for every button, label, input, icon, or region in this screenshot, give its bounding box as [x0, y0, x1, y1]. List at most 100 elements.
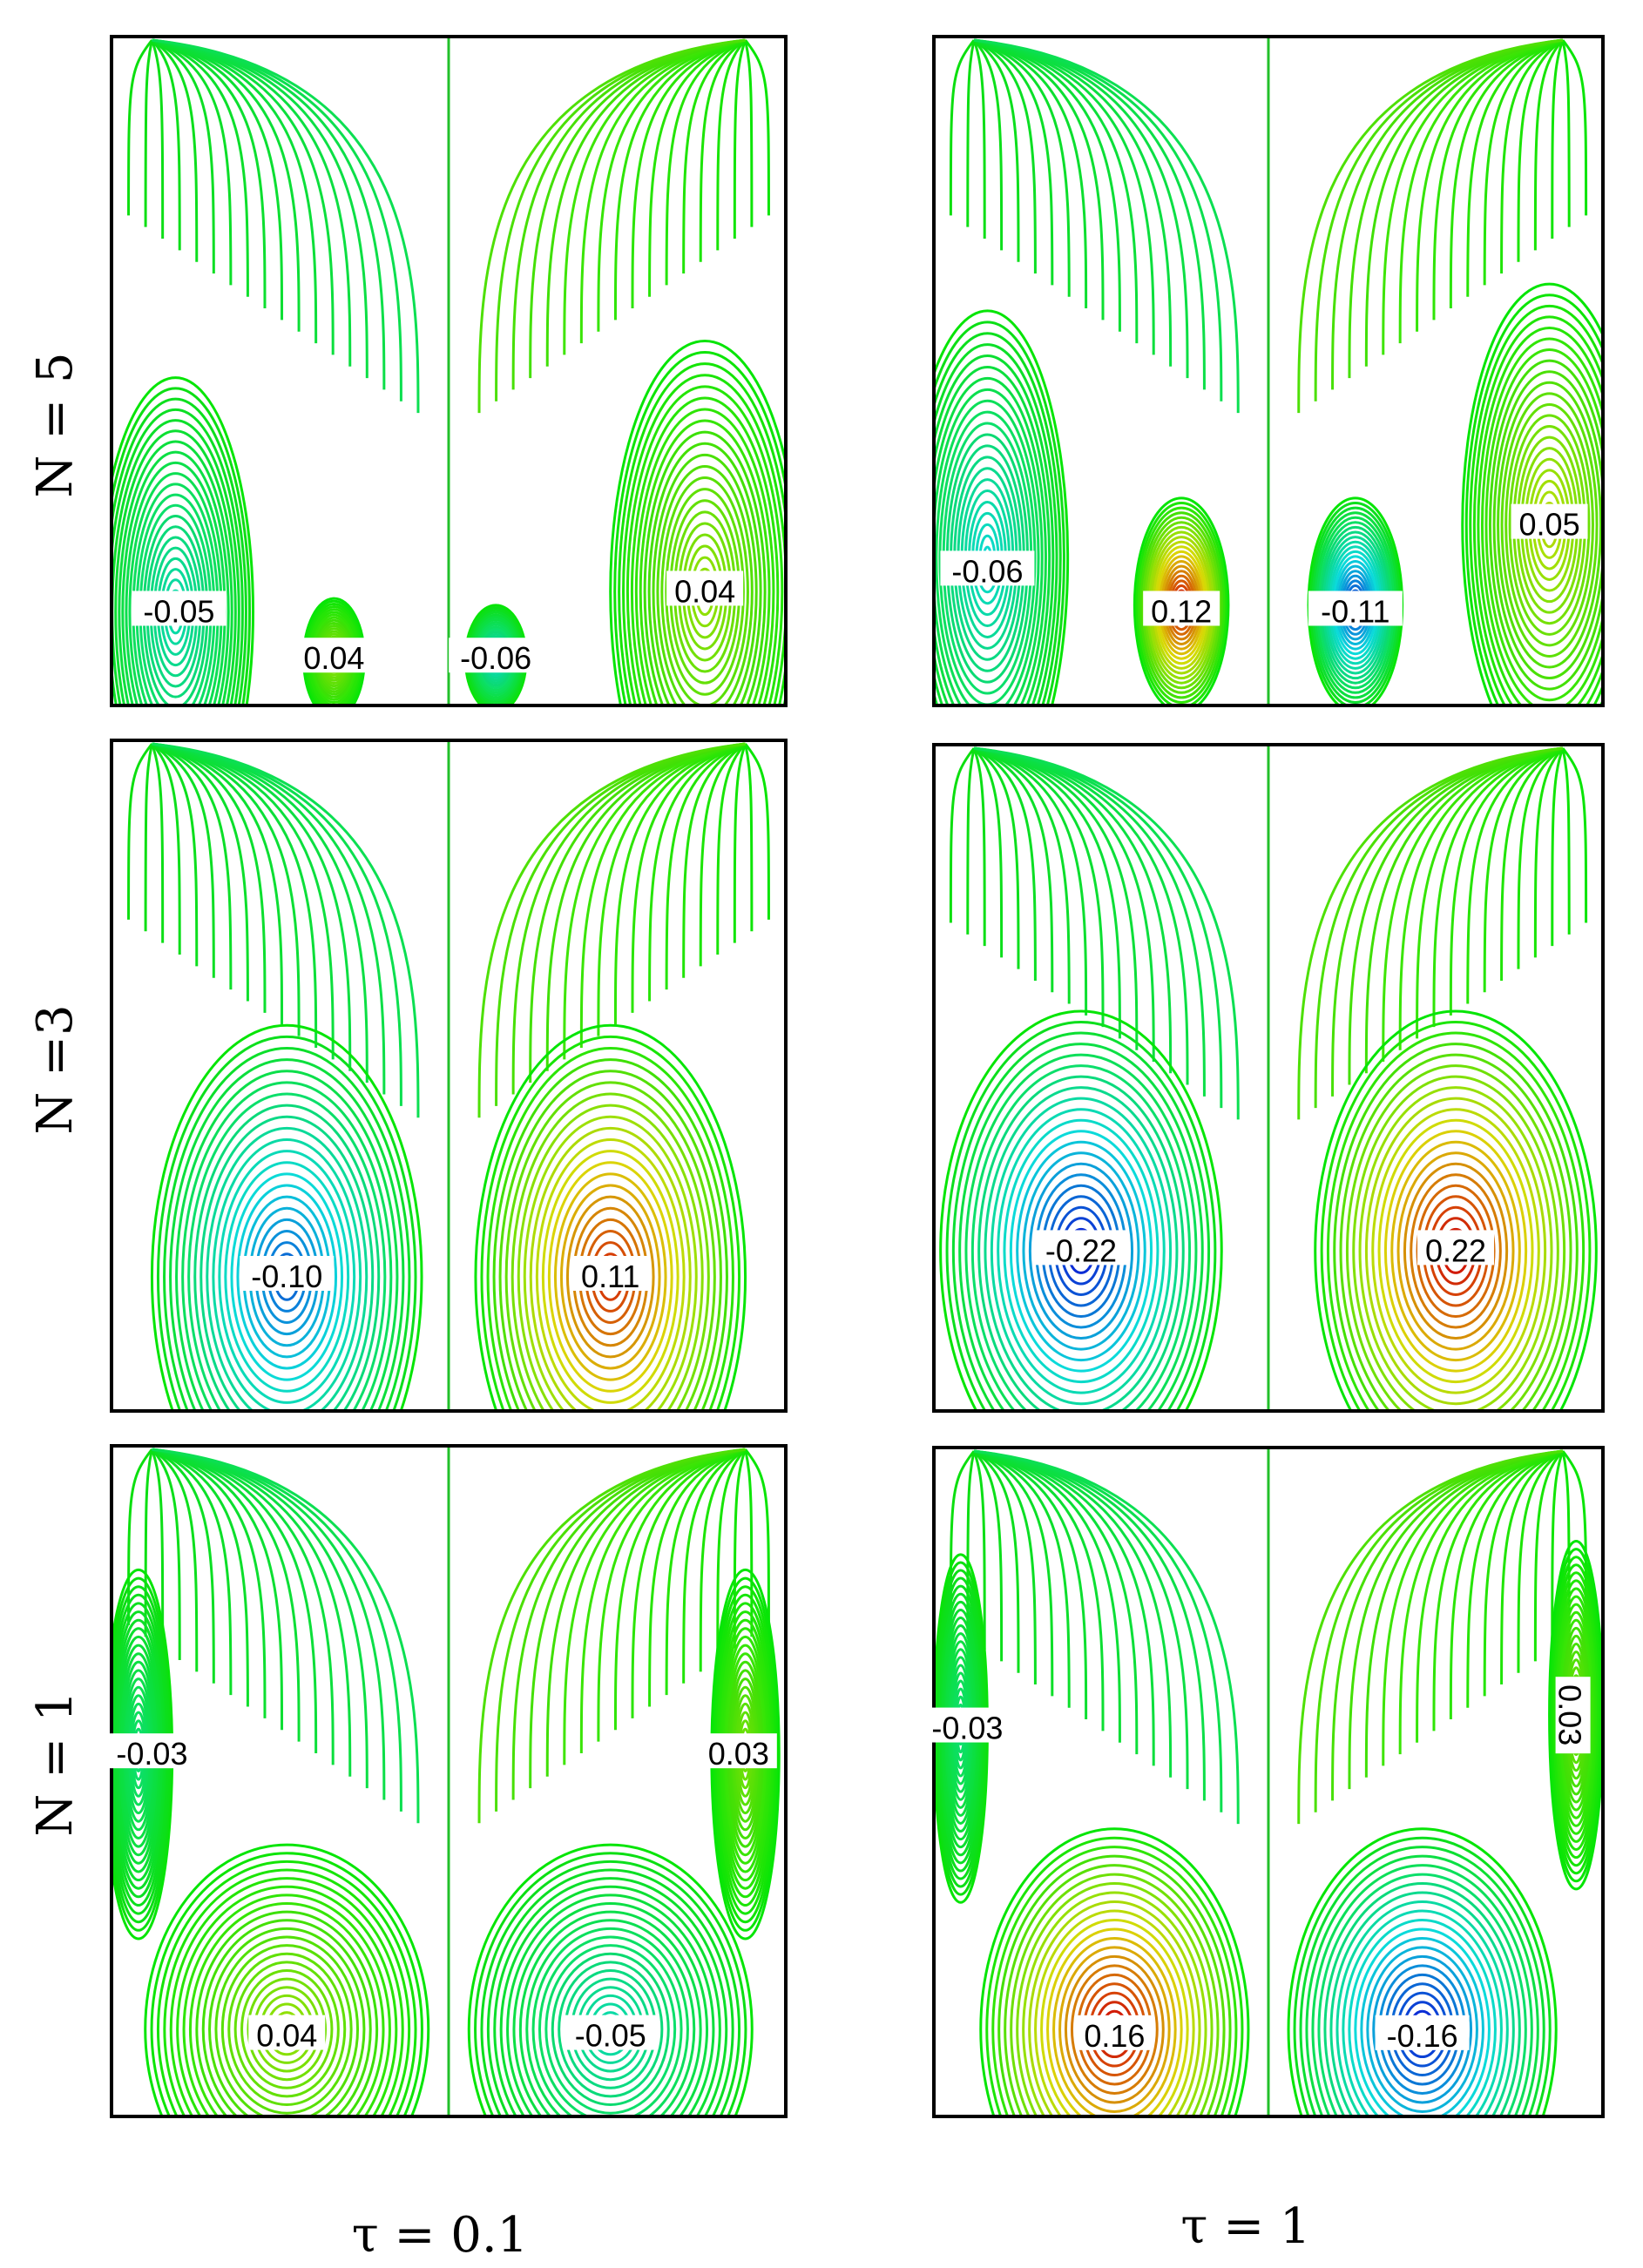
streamline [1561, 747, 1571, 935]
row-label-n1: N = 1 [27, 1691, 84, 1836]
contour-line [1305, 1854, 1539, 2116]
streamline [744, 743, 754, 932]
contour-line [970, 1064, 1192, 1411]
streamline [1500, 1449, 1564, 1685]
vortex-cell [939, 1009, 1223, 1411]
streamline [477, 1448, 746, 1824]
contour-line [1010, 1873, 1220, 2116]
streamline [1432, 38, 1564, 321]
streamline [973, 38, 1223, 402]
streamline [1483, 746, 1564, 993]
streamline [127, 743, 153, 920]
streamline [716, 742, 747, 955]
streamline [1331, 1449, 1564, 1801]
contour-line [984, 1086, 1179, 1411]
contour-line [1022, 1891, 1207, 2116]
contour-line [1484, 348, 1603, 702]
contour-line [121, 450, 230, 705]
contour-line [613, 351, 786, 705]
contour-line [565, 1195, 655, 1359]
contour-line [618, 362, 786, 705]
streamline [597, 742, 746, 1036]
streamline [152, 38, 386, 390]
streamline [613, 742, 746, 1025]
streamline [477, 742, 746, 1118]
contour-value-text: -0.06 [951, 553, 1023, 589]
streamline [1561, 39, 1571, 227]
streamline [966, 747, 976, 935]
streamline [151, 38, 199, 262]
contour-line [1137, 506, 1226, 704]
contour-value-label: -0.22 [1033, 1230, 1128, 1268]
contour-value-text: 0.03 [708, 1736, 769, 1772]
streamline [716, 38, 747, 251]
streamline [699, 1448, 747, 1672]
contour-line [208, 1927, 366, 2116]
streamline [152, 1448, 267, 1718]
streamline [1297, 38, 1564, 414]
streamline [973, 38, 1189, 379]
contour-line [1052, 1936, 1177, 2116]
contour-line [1016, 1140, 1146, 1362]
streamline [682, 742, 747, 978]
contour-line [1293, 1836, 1552, 2116]
streamline [949, 39, 976, 216]
contour-line [934, 332, 1062, 705]
streamline [973, 38, 1155, 355]
streamline [152, 742, 267, 1013]
streamline [1466, 38, 1564, 297]
streamline [151, 742, 199, 967]
contour-line [934, 309, 1070, 705]
streamline [973, 746, 1071, 1004]
contour-line [951, 1031, 1211, 1411]
contour-value-label: -0.03 [105, 1733, 199, 1772]
streamline [949, 747, 976, 923]
contour-line [1403, 1162, 1509, 1340]
contour-line [182, 1893, 391, 2116]
streamline [665, 1448, 747, 1696]
streamline [733, 1448, 747, 1649]
streamline [973, 38, 1088, 309]
streamline [682, 1448, 747, 1684]
streamline [1364, 1449, 1564, 1778]
streamline [563, 38, 746, 355]
streamline [1466, 1449, 1564, 1708]
contour-line [939, 1009, 1223, 1411]
contour-value-text: 0.12 [1151, 593, 1212, 629]
contour-line [609, 340, 786, 705]
panel-frame [110, 35, 788, 707]
streamline [144, 39, 153, 227]
contour-line [1311, 1864, 1533, 2116]
streamline [152, 38, 318, 344]
contour-line [1410, 1173, 1502, 1329]
streamline [152, 1448, 368, 1789]
contour-line [498, 1070, 722, 1411]
streamline [545, 38, 746, 367]
streamline [744, 39, 770, 216]
streamline [973, 1449, 1155, 1766]
streamline [1364, 38, 1564, 367]
contour-line [1004, 1864, 1226, 2116]
contour-line [1342, 1909, 1503, 2116]
contour-line [1339, 1053, 1572, 1411]
contour-line [652, 453, 758, 705]
contour-line [144, 1843, 430, 2116]
contour-line [240, 1969, 334, 2089]
streamline [1314, 746, 1564, 1109]
streamline [699, 742, 747, 967]
column-label-tau-1: τ = 1 [1180, 2198, 1310, 2255]
contour-line [1317, 1873, 1527, 2116]
contour-line [1058, 1946, 1171, 2113]
contour-line [175, 1070, 399, 1411]
streamline [1314, 38, 1564, 402]
contour-line [474, 1023, 747, 1411]
streamline [152, 742, 402, 1106]
panel-frame [932, 743, 1605, 1413]
contour-value-text: -0.03 [116, 1736, 187, 1772]
streamline [648, 742, 747, 1002]
streamline [973, 38, 1173, 367]
streamline [529, 742, 746, 1083]
streamline [665, 742, 747, 990]
streamline [1500, 746, 1564, 981]
